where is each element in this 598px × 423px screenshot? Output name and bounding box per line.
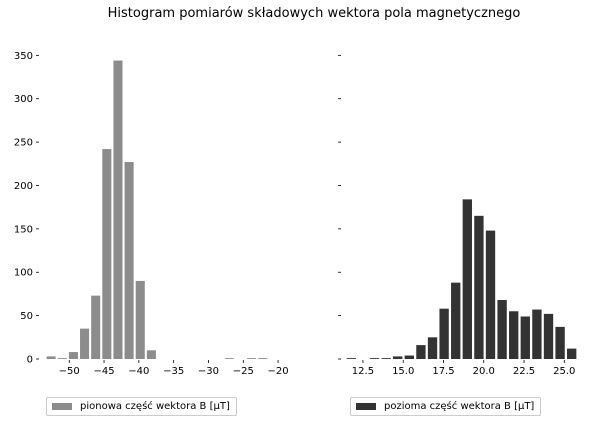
right-bar	[381, 358, 391, 359]
figure-title: Histogram pomiarów składowych wektora po…	[108, 6, 521, 21]
right-bar	[416, 345, 426, 359]
right-bar	[520, 316, 530, 359]
left-x-tick-label: −35	[163, 366, 184, 377]
right-x-tick-label: 25.0	[553, 366, 575, 377]
right-bar	[474, 215, 484, 359]
left-bar	[258, 358, 268, 359]
right-bar	[555, 326, 565, 359]
right-bar	[462, 199, 472, 359]
left-bar	[124, 162, 134, 359]
right-bar	[369, 358, 380, 359]
left-y-tick-label: 50	[20, 311, 33, 322]
right-legend-swatch	[356, 403, 376, 410]
left-x-tick-label: −20	[268, 366, 289, 377]
left-x-tick-label: −40	[128, 366, 149, 377]
left-y-tick-label: 100	[14, 268, 33, 279]
left-x-tick-label: −50	[59, 366, 80, 377]
left-bar	[57, 358, 67, 359]
left-y-tick-label: 300	[14, 94, 33, 105]
left-histogram-plot: 0 50 100 150 200 250 300 350 −50 −45 −40 −35 −30 −25 −…	[14, 51, 289, 377]
right-x-tick-label: 17.5	[432, 366, 454, 377]
left-x-tick-label: −45	[93, 366, 114, 377]
left-bar	[224, 358, 234, 359]
left-bar	[80, 328, 90, 359]
right-bar	[567, 348, 577, 359]
left-bar	[46, 356, 56, 359]
left-x-tick-label: −25	[233, 366, 254, 377]
right-bar	[346, 358, 357, 359]
right-x-tick-label: 22.5	[513, 366, 535, 377]
left-bar	[68, 352, 78, 359]
right-bar	[439, 308, 449, 359]
right-bar	[393, 356, 403, 359]
right-histogram-plot: 12.5 15.0 17.5 20.0 22.5 25.0	[338, 54, 577, 377]
right-bar	[451, 282, 461, 359]
left-bar	[247, 358, 257, 359]
right-bar	[404, 355, 414, 359]
right-bar	[509, 311, 519, 359]
left-bar	[91, 295, 101, 359]
left-y-tick-label: 250	[14, 138, 33, 149]
left-bar	[135, 280, 145, 359]
right-bar	[485, 230, 496, 359]
left-legend-swatch	[52, 403, 72, 410]
right-legend: pozioma część wektora B [µT]	[350, 397, 542, 416]
left-y-tick-label: 150	[14, 224, 33, 235]
right-bar	[427, 337, 438, 359]
right-x-tick-label: 12.5	[352, 366, 374, 377]
left-legend: pionowa część wektora B [µT]	[46, 397, 237, 416]
right-legend-label: pozioma część wektora B [µT]	[384, 401, 535, 412]
left-bar	[113, 60, 123, 360]
left-y-tick-label: 200	[14, 181, 33, 192]
right-x-tick-label: 15.0	[392, 366, 414, 377]
right-bar	[543, 313, 554, 359]
left-bar	[102, 149, 112, 359]
right-bar	[532, 309, 542, 359]
left-y-tick-label: 350	[14, 51, 33, 62]
left-y-tick-label: 0	[27, 355, 33, 366]
left-x-tick-label: −30	[198, 366, 219, 377]
right-bar	[497, 300, 507, 359]
left-bar	[146, 350, 156, 359]
right-x-tick-label: 20.0	[473, 366, 495, 377]
left-legend-label: pionowa część wektora B [µT]	[80, 401, 230, 412]
